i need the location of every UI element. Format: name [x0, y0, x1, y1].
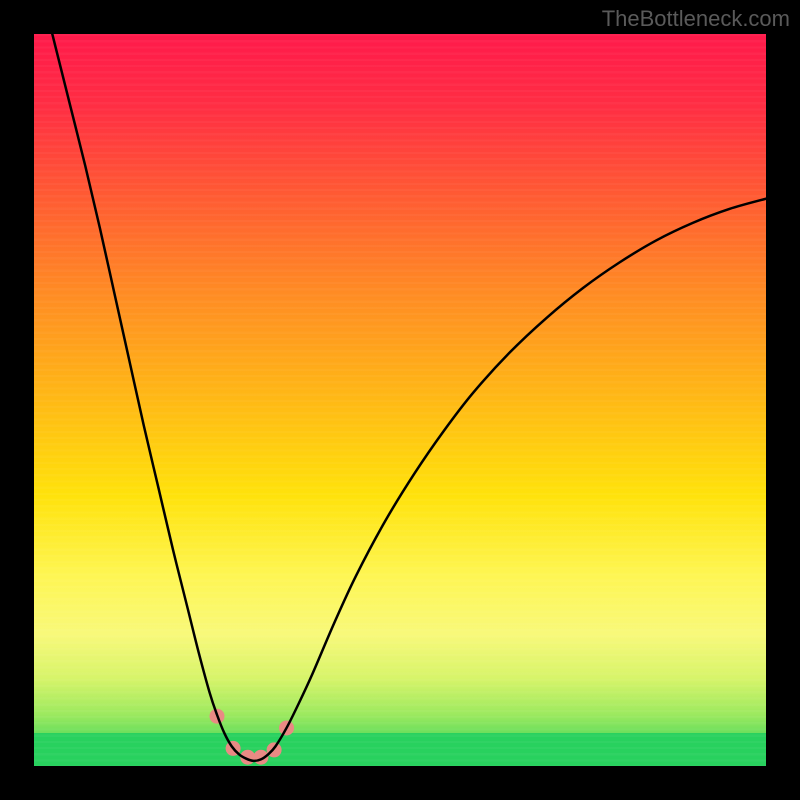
- plot-area: [34, 34, 766, 766]
- chart-stage: TheBottleneck.com: [0, 0, 800, 800]
- watermark-label: TheBottleneck.com: [602, 6, 790, 32]
